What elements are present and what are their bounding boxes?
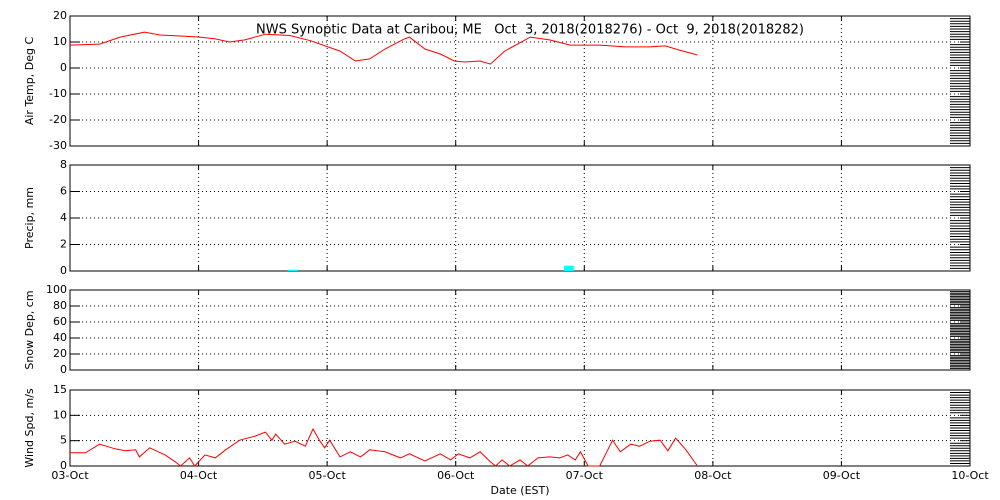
line — [70, 427, 698, 467]
y-axis-label: Precip, mm — [23, 187, 36, 249]
y-tick-label: 80 — [53, 299, 67, 312]
y-tick-label: -20 — [49, 113, 67, 126]
bar — [287, 269, 298, 271]
x-tick-label: 06-Oct — [437, 469, 475, 482]
x-tick-label: 10-Oct — [951, 469, 989, 482]
plot-frame — [69, 289, 971, 371]
y-tick-label: 60 — [53, 315, 67, 328]
line — [69, 31, 698, 65]
y-tick-label: 40 — [53, 331, 67, 344]
y-axis-label: Snow Dep, cm — [23, 290, 36, 369]
chart-title: NWS Synoptic Data at Caribou, ME Oct 3, … — [256, 23, 804, 38]
x-tick-label: 09-Oct — [823, 469, 861, 482]
y-tick-label: 6 — [60, 185, 67, 198]
y-tick-label: 0 — [60, 363, 67, 376]
y-tick-label: 8 — [60, 158, 67, 171]
x-tick-label: 04-Oct — [180, 469, 218, 482]
y-tick-label: 20 — [53, 9, 67, 22]
bar — [563, 265, 574, 271]
y-tick-label: -10 — [49, 87, 67, 100]
y-tick-label: 4 — [60, 211, 67, 224]
x-tick-label: 05-Oct — [308, 469, 346, 482]
y-tick-label: 2 — [60, 238, 67, 251]
x-tick-label: 03-Oct — [51, 469, 89, 482]
y-tick-label: 0 — [60, 61, 67, 74]
y-tick-label: 100 — [46, 283, 67, 296]
x-tick-label: 07-Oct — [566, 469, 604, 482]
y-tick-label: 10 — [53, 35, 67, 48]
x-axis-label: Date (EST) — [490, 484, 549, 497]
y-tick-label: 20 — [53, 347, 67, 360]
y-tick-label: 10 — [53, 408, 67, 421]
y-tick-label: -30 — [49, 139, 67, 152]
y-tick-label: 0 — [60, 264, 67, 277]
x-tick-label: 08-Oct — [694, 469, 732, 482]
y-tick-label: 15 — [53, 383, 67, 396]
y-axis-label: Wind Spd, m/s — [23, 388, 36, 468]
y-axis-label: Air Temp, Deg C — [23, 37, 36, 126]
y-tick-label: 0 — [60, 459, 67, 472]
y-tick-label: 5 — [60, 434, 67, 447]
